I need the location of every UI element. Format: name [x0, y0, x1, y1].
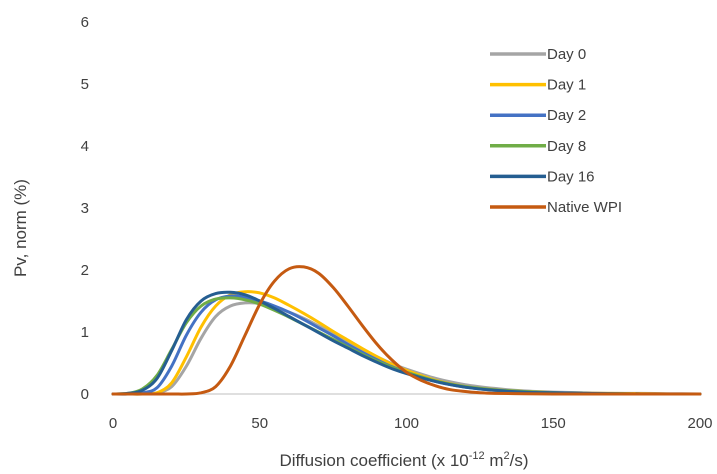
y-tick-label: 5 [81, 76, 89, 93]
x-tick-label: 0 [109, 415, 117, 432]
x-axis-title-suffix: /s) [510, 451, 529, 470]
legend-label-native-wpi: Native WPI [547, 199, 622, 216]
x-tick-label: 50 [251, 415, 268, 432]
legend-label-day-8: Day 8 [547, 138, 586, 155]
y-tick-label: 6 [81, 14, 89, 31]
y-axis-title: Pv, norm (%) [11, 179, 30, 277]
x-axis-title-mid: m [485, 451, 504, 470]
x-axis-title-exp2: 2 [504, 450, 510, 462]
x-tick-label: 200 [687, 415, 712, 432]
x-axis-title: Diffusion coefficient (x 10-12 m2/s) [279, 450, 528, 470]
x-tick-label: 150 [541, 415, 566, 432]
legend-label-day-1: Day 1 [547, 77, 586, 94]
series-line-day-0 [111, 301, 702, 396]
y-tick-label: 0 [81, 386, 89, 403]
series-line-day-2 [111, 294, 702, 396]
y-tick-label: 2 [81, 262, 89, 279]
y-tick-label: 1 [81, 324, 89, 341]
legend-label-day-0: Day 0 [547, 46, 586, 63]
legend-label-day-2: Day 2 [547, 107, 586, 124]
x-tick-label: 100 [394, 415, 419, 432]
y-tick-label: 3 [81, 200, 89, 217]
series-line-native-wpi [111, 265, 702, 396]
x-axis-title-exp1: -12 [469, 450, 485, 462]
y-tick-label: 4 [81, 138, 89, 155]
legend-label-day-16: Day 16 [547, 168, 595, 185]
x-axis-title-prefix: Diffusion coefficient (x 10 [279, 451, 468, 470]
